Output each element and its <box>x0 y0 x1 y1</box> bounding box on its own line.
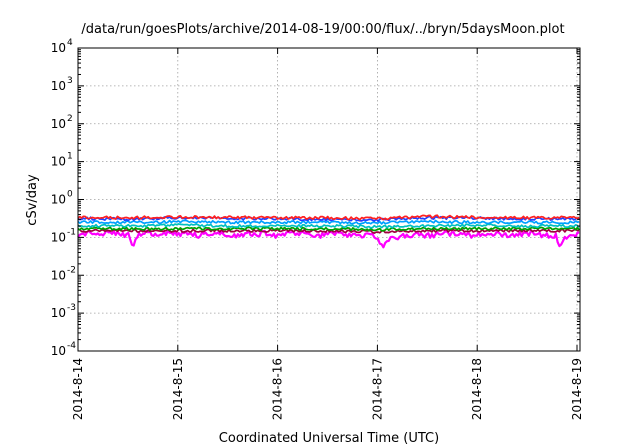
y-tick-exponent: -2 <box>67 265 76 275</box>
y-tick-label: 10 <box>51 155 66 169</box>
y-axis-label: cSv/day <box>25 174 40 226</box>
x-tick-labels: 2014-8-14 2014-8-15 2014-8-16 2014-8-17 2014… <box>71 358 584 420</box>
series-line <box>77 228 580 234</box>
series-line <box>77 223 580 229</box>
y-tick-exponent: 3 <box>67 76 73 86</box>
y-tick-exponent: 1 <box>67 152 73 162</box>
y-tick-label: 10 <box>51 306 66 320</box>
y-tick-exponent: -1 <box>67 227 76 237</box>
y-tick-exponent: -3 <box>67 303 76 313</box>
x-tick-label: 2014-8-16 <box>271 358 285 420</box>
y-tick-label: 10 <box>51 344 66 358</box>
y-tick-exponent: 2 <box>67 114 73 124</box>
x-tick-label: 2014-8-19 <box>570 358 584 420</box>
axis-ticks <box>77 47 580 352</box>
y-tick-exponent: -4 <box>67 341 76 351</box>
y-tick-label: 10 <box>51 230 66 244</box>
series-line <box>77 219 580 225</box>
series-line <box>77 214 580 221</box>
chart-title: /data/run/goesPlots/archive/2014-08-19/0… <box>81 22 564 37</box>
plot-frame <box>77 47 581 352</box>
x-axis-label: Coordinated Universal Time (UTC) <box>219 431 439 446</box>
series-line <box>77 226 580 232</box>
y-tick-label: 10 <box>51 268 66 282</box>
x-tick-label: 2014-8-14 <box>71 358 85 420</box>
y-tick-label: 10 <box>51 79 66 93</box>
y-tick-exponent: 0 <box>67 190 73 200</box>
y-tick-label: 10 <box>51 117 66 131</box>
grid-lines <box>78 48 580 351</box>
series-line <box>77 228 580 249</box>
y-tick-exponent: 4 <box>67 38 73 48</box>
x-tick-label: 2014-8-17 <box>370 358 384 420</box>
y-tick-label: 10 <box>51 41 66 55</box>
x-tick-label: 2014-8-18 <box>470 358 484 420</box>
series-layer <box>77 214 580 249</box>
x-tick-label: 2014-8-15 <box>171 358 185 420</box>
y-tick-label: 10 <box>51 193 66 207</box>
